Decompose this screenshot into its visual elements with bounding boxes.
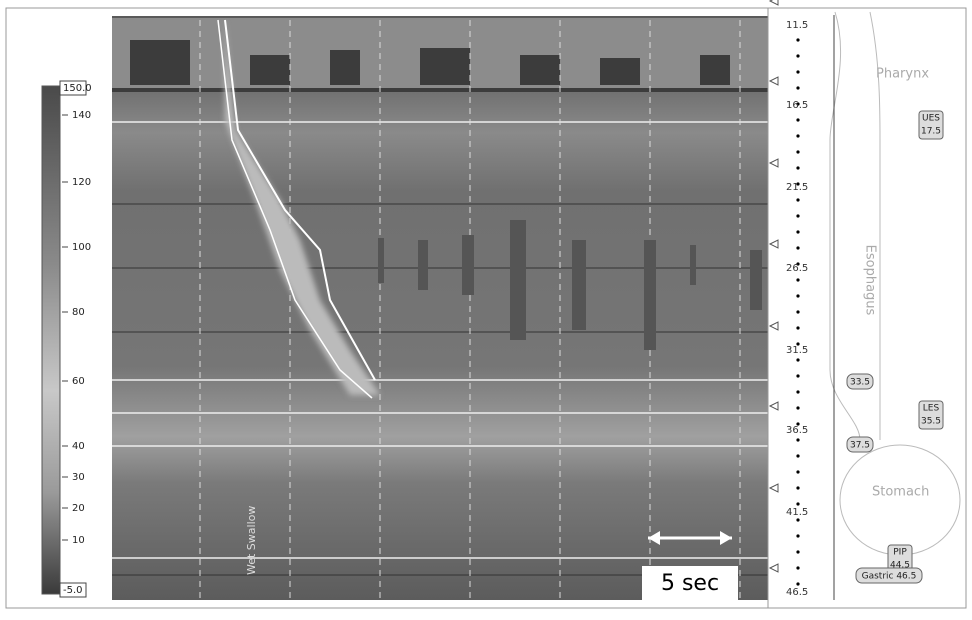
marker-label: LES [923,404,940,414]
colorbar-label: 30 [72,472,85,483]
sensor-dot [796,38,800,42]
region-label: Stomach [872,485,929,500]
sensor-dot [796,246,800,250]
sensor-dot [796,518,800,522]
marker-boxes [846,110,944,584]
sensor-dot [796,150,800,154]
colorbar-label: 120 [72,177,91,188]
sensor-dot [796,438,800,442]
colorbar [41,85,61,595]
marker-label: 33.5 [850,378,870,388]
sensor-dot [796,230,800,234]
sensor-dot [796,198,800,202]
region-label: Esophagus [863,245,878,316]
sensor-dot [796,454,800,458]
sensor-dot [796,406,800,410]
marker-label: 44.5 [890,561,910,571]
sensor-dot [796,166,800,170]
colorbar-label: 60 [72,376,85,387]
sensor-dot [796,486,800,490]
depth-label: 26.5 [786,263,808,274]
marker-label: 37.5 [850,441,870,451]
sensor-dot [796,310,800,314]
colorbar-label: 150.0 [63,83,92,94]
time-scale-box [642,566,738,600]
sensor-arrow [768,483,779,493]
sensor-dot [796,102,800,106]
colorbar-labels: 150.0 140 120 100 80 60 40 30 20 10 -5.0 [59,80,92,598]
sensor-dot [796,566,800,570]
colorbar-label: 140 [72,110,91,121]
marker-label: UES [922,114,940,124]
sensor-arrow [768,401,779,411]
colorbar-label: 20 [72,503,85,514]
depth-label: 11.5 [786,20,808,31]
sensor-dot [796,470,800,474]
depth-label: 16.5 [786,100,808,111]
depth-label: 31.5 [786,345,808,356]
swallow-label: Wet Swallow [245,506,258,575]
depth-labels: 11.5 16.5 21.5 26.5 31.5 36.5 41.5 46.5 [768,0,808,598]
depth-label: 46.5 [786,587,808,598]
colorbar-label: -5.0 [63,585,83,596]
peristaltic-wave [217,19,380,399]
marker-label: 17.5 [921,127,941,137]
sensor-dot [796,294,800,298]
colorbar-label: 10 [72,535,85,546]
sensor-dot [796,118,800,122]
marker-label: 35.5 [921,417,941,427]
sensor-arrow [768,158,779,168]
time-scale-label: 5 sec [661,571,719,596]
sensor-dot [796,54,800,58]
sensor-dot [796,374,800,378]
colorbar-label-box [59,582,87,598]
sensor-dots [796,38,800,586]
sensor-dot [796,502,800,506]
catheter-panel [767,7,967,609]
sensor-dot [796,422,800,426]
colorbar-label: 100 [72,242,91,253]
sensor-dot [796,134,800,138]
contractions [378,220,762,350]
sensor-arrow [768,239,779,249]
sensor-dot [796,70,800,74]
sensor-arrow [768,563,779,573]
sensor-dot [796,550,800,554]
sensor-dot [796,582,800,586]
colorbar-label-box [59,80,87,96]
depth-label: 41.5 [786,507,808,518]
pressure-plot [112,16,768,600]
sensor-dot [796,182,800,186]
depth-label: 36.5 [786,425,808,436]
region-label: Pharynx [876,67,929,82]
sensor-dot [796,262,800,266]
sensor-dot [796,326,800,330]
bands [112,121,768,559]
colorbar-label: 40 [72,441,85,452]
sensor-dot [796,390,800,394]
sensor-dot [796,86,800,90]
colorbar-label: 80 [72,307,85,318]
marker-label: PIP [893,548,907,558]
sensor-arrow [768,76,779,86]
sensor-arrow [768,0,779,6]
sensor-dot [796,358,800,362]
sensor-dot [796,214,800,218]
sensor-arrow [768,321,779,331]
marker-label: Gastric 46.5 [862,572,917,582]
sensor-dot [796,342,800,346]
sensor-dot [796,534,800,538]
depth-label: 21.5 [786,182,808,193]
pharynx-activity [112,18,768,92]
sensor-dot [796,278,800,282]
